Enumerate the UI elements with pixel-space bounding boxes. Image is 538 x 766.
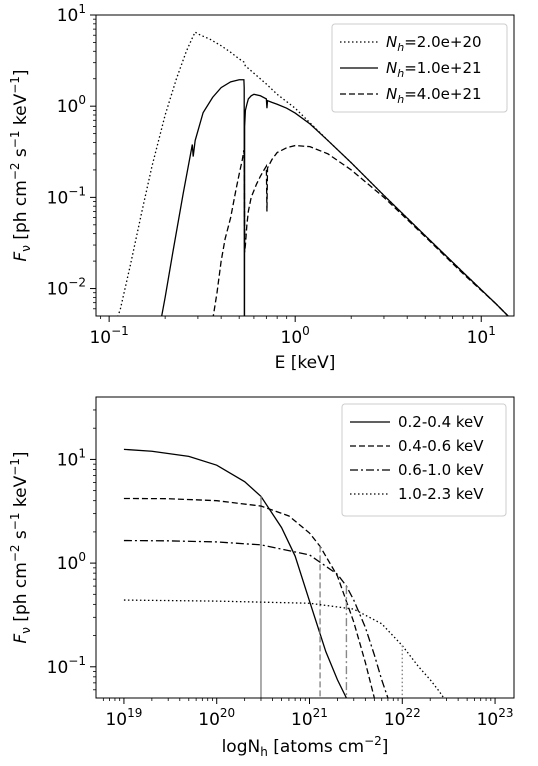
x-tick-label: 1019 (105, 706, 142, 730)
series-line (123, 539, 389, 698)
legend: Nh=2.0e+20 Nh=1.0e+21 Nh=4.0e+21 (331, 23, 508, 113)
series-line (212, 144, 509, 316)
x-axis-label: logNh [atoms cm−2] (222, 734, 389, 759)
y-tick-label: 10−1 (47, 654, 86, 678)
y-tick-label: 100 (57, 93, 86, 117)
series-group (117, 31, 509, 316)
legend-label: 1.0-2.3 keV (398, 485, 484, 503)
legend-label: Nh=1.0e+21 (386, 59, 482, 80)
x-tick-label: 10−1 (89, 324, 128, 348)
series-line (123, 448, 348, 698)
legend-label: 0.4-0.6 keV (398, 437, 484, 455)
legend-label: Nh=4.0e+21 (386, 85, 482, 106)
y-tick-label: 101 (57, 446, 86, 470)
x-tick-label: 1023 (477, 706, 514, 730)
x-tick-label: 1020 (198, 706, 235, 730)
y-axis-label: Fν [ph cm−2 s−1 keV−1] (8, 451, 33, 643)
x-tick-label: 100 (281, 324, 310, 348)
series-line (161, 79, 509, 316)
top-panel-spectrum: 10−1 100 10110−210−1100101Nh=2.0e+20Nh=1.0… (8, 2, 515, 373)
y-tick-label: 10−1 (47, 184, 86, 208)
series-line (123, 497, 375, 698)
bottom-panel-flux-vs-column: 1019 1020 1021 1022 1023 10−1 100 101 0.2-0.4 ke… (8, 396, 515, 759)
plot-frame (95, 396, 515, 699)
legend-label: Nh=2.0e+20 (386, 33, 482, 54)
y-tick-label: 101 (57, 2, 86, 26)
x-tick-label: 101 (467, 324, 496, 348)
legend-label: 0.6-1.0 keV (398, 461, 484, 479)
legend-box (331, 23, 508, 113)
x-tick-label: 1022 (384, 706, 421, 730)
y-tick-label: 10−2 (47, 276, 86, 300)
legend: 0.2-0.4 keV 0.4-0.6 keV 0.6-1.0 keV 1.0-2.3… (341, 403, 507, 517)
y-axis-label: Fν [ph cm−2 s−1 keV−1] (8, 69, 33, 261)
y-tick-label: 100 (57, 550, 86, 574)
legend-box (341, 403, 507, 517)
x-tick-label: 1021 (291, 706, 328, 730)
x-axis-label: E [keV] (275, 353, 336, 373)
plot-frame (95, 14, 515, 317)
series-line (123, 599, 445, 698)
series-group (123, 448, 445, 698)
legend-label: 0.2-0.4 keV (398, 413, 484, 431)
